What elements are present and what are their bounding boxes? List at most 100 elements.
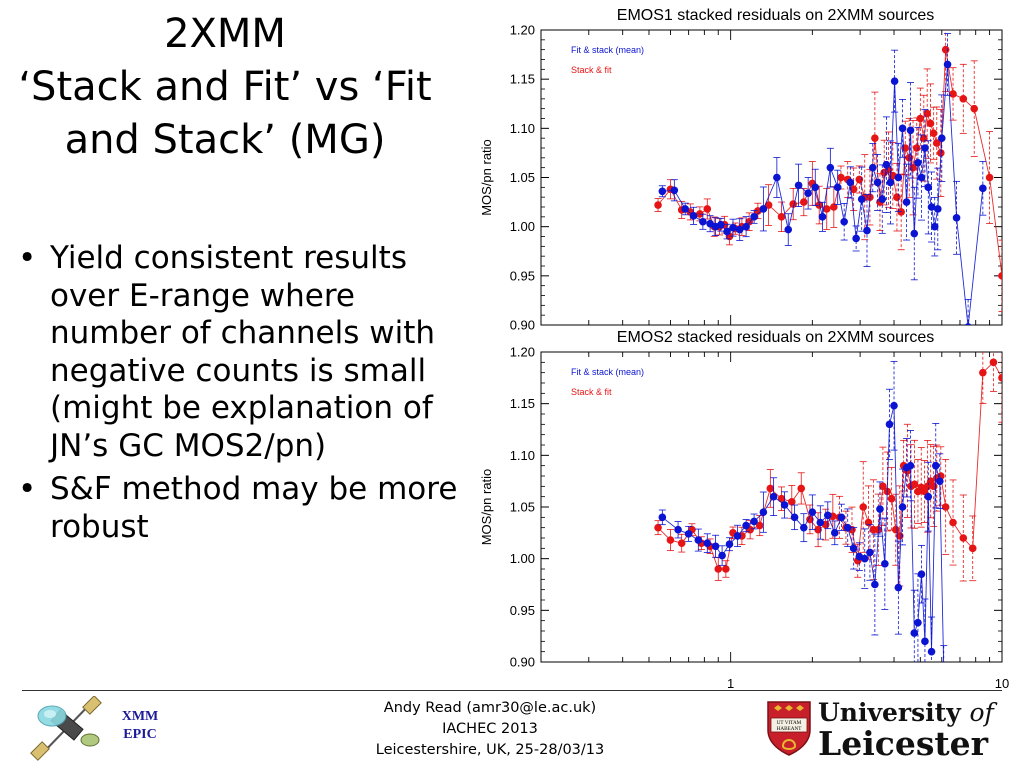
data-point [654,523,662,532]
slide-title: 2XMM ‘Stack and Fit’ vs ‘Fit and Stack’ … [0,8,450,166]
leicester-word: Leicester [818,724,989,763]
title-line: 2XMM [164,11,286,57]
data-point [764,201,773,209]
data-point [677,539,686,547]
y-tick-label: 1.00 [510,219,535,234]
data-point [799,523,808,532]
y-tick-label: 0.95 [510,603,535,618]
xmm-epic-label: XMM EPIC [112,708,168,744]
bullet-text: S&F method may be more robust [50,471,458,545]
series-blue [658,33,987,325]
data-point [718,551,726,560]
data-point [926,119,935,128]
data-point [930,222,939,231]
legend-entry: Fit & stack (mean) [571,367,644,377]
data-point [876,505,884,513]
data-point [914,618,922,627]
data-point [759,205,768,213]
y-axis-label: MOS/pn ratio [479,469,494,546]
data-point [985,173,994,182]
data-point [787,498,796,506]
legend-entry: Stack & fit [571,387,612,397]
data-point [725,540,734,548]
crest-motto-1: UT VITAM [777,720,802,726]
y-tick-label: 1.10 [510,121,535,136]
bullet-dot: • [18,240,37,276]
data-point [658,187,667,196]
y-tick-label: 0.90 [510,655,535,670]
data-point [964,323,972,325]
data-point [929,129,938,138]
data-point [885,420,894,429]
data-point [843,523,852,532]
data-point [871,580,879,589]
data-point [878,195,887,203]
data-point [924,183,933,192]
data-point [666,536,675,544]
data-point [941,45,950,54]
crest-motto-2: HABEANT [777,726,803,732]
data-point [860,554,869,563]
chart-panel-1: EMOS1 stacked residuals on 2XMM sources M… [479,7,1003,333]
bullet-text: Yield consistent results over E-range wh… [50,240,436,464]
data-point [998,374,1002,382]
data-point [759,508,768,516]
data-point [921,637,929,646]
data-point [717,220,725,229]
data-point [864,518,873,527]
data-point [902,198,911,206]
data-point [914,158,922,167]
data-point [703,539,712,547]
data-point [769,492,778,501]
data-point [949,518,957,527]
university-word: University [818,698,961,727]
data-point [742,222,750,231]
data-point [959,95,968,103]
data-point [910,480,919,489]
data-point [766,484,775,493]
data-point [855,175,864,184]
data-point [938,134,946,142]
data-point [823,511,832,520]
data-point [790,513,799,522]
y-tick-label: 1.20 [510,23,535,38]
data-point [794,181,803,190]
data-point [894,173,903,182]
epic-label: EPIC [123,727,157,743]
title-line: ‘Stack and Fit’ vs ‘Fit [18,63,432,110]
y-tick-label: 1.20 [510,345,535,360]
data-point [891,525,900,534]
data-point [906,461,915,470]
data-point [924,492,933,501]
data-point [868,163,877,172]
data-point [921,144,929,152]
data-point [806,515,814,524]
data-point [890,77,899,85]
data-point [742,521,750,530]
data-point [936,477,944,485]
footer-location: Leicestershire, UK, 25-28/03/13 [375,742,605,759]
bullet-list: • Yield consistent results over E-range … [18,240,458,552]
data-point [890,401,898,410]
data-point [750,517,758,526]
data-point [808,508,817,516]
data-point [952,214,961,222]
bullet-dot: • [18,471,37,507]
data-point [689,212,698,220]
of-word: of [969,698,994,727]
data-point [927,647,936,656]
series-red [654,30,1002,312]
xmm-satellite-logo [30,695,110,762]
data-point [837,173,845,182]
xmm-label: XMM [121,709,159,724]
data-point [797,484,806,493]
data-point [729,223,737,232]
data-point [830,203,838,211]
data-point [871,134,879,142]
data-point [912,144,921,152]
data-point [822,205,831,213]
data-point [940,669,948,677]
university-logo: UT VITAM HABEANT University of Leicester [766,698,1002,760]
data-point [927,203,936,211]
data-point [674,525,682,534]
